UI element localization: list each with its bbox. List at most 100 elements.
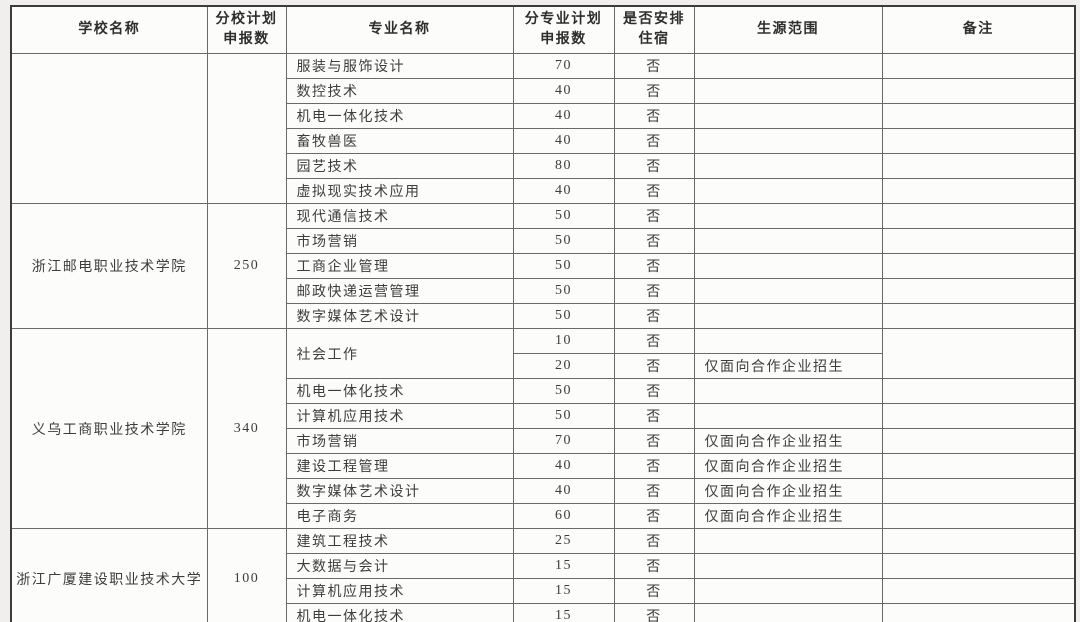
dorm-cell: 否 [613, 178, 695, 204]
scope-cell: 仅面向合作企业招生 [693, 503, 883, 529]
major-plan-cell: 50 [512, 228, 615, 254]
note-cell [881, 553, 1076, 579]
dorm-cell: 否 [613, 503, 695, 529]
note-cell [881, 578, 1076, 604]
scope-cell [693, 178, 883, 204]
scope-cell [693, 578, 883, 604]
note-cell [881, 203, 1076, 229]
note-cell [881, 478, 1076, 504]
major-cell: 畜牧兽医 [285, 128, 514, 154]
scope-cell [693, 378, 883, 404]
scope-cell [693, 153, 883, 179]
major-plan-cell: 15 [512, 553, 615, 579]
major-cell: 机电一体化技术 [285, 103, 514, 129]
table-row: 20 否 仅面向合作企业招生 [11, 353, 1075, 379]
dorm-cell: 否 [613, 103, 695, 129]
table-row: 工商企业管理 50 否 [11, 253, 1076, 279]
dorm-cell: 否 [613, 228, 695, 254]
scope-cell [693, 278, 883, 304]
note-cell [881, 103, 1076, 129]
major-plan-cell: 60 [512, 503, 615, 529]
col-header-scope: 生源范围 [693, 5, 883, 54]
note-cell [881, 603, 1076, 622]
dorm-cell: 否 [613, 278, 695, 304]
major-cell: 工商企业管理 [285, 253, 514, 279]
dorm-cell: 否 [613, 378, 695, 404]
header-line: 申报数 [540, 32, 587, 47]
header-line: 住宿 [638, 32, 670, 47]
major-cell: 虚拟现实技术应用 [285, 178, 514, 204]
major-cell: 机电一体化技术 [285, 378, 514, 404]
major-cell: 服装与服饰设计 [285, 53, 514, 79]
scope-cell [693, 328, 883, 354]
table-row: 义乌工商职业技术学院 340 社会工作 10 否 [10, 328, 1076, 529]
scope-cell: 仅面向合作企业招生 [693, 478, 883, 504]
note-cell [881, 278, 1076, 304]
major-cell: 市场营销 [285, 228, 514, 254]
school-cell: 浙江邮电职业技术学院 [10, 203, 208, 329]
major-plan-cell: 15 [512, 603, 615, 622]
branch-plan-cell: 340 [206, 328, 287, 529]
scope-cell: 仅面向合作企业招生 [693, 428, 883, 454]
scope-cell [693, 203, 883, 229]
major-plan-cell: 40 [512, 103, 615, 129]
dorm-cell: 否 [613, 303, 695, 329]
table-row: 服装与服饰设计 70 否 [10, 53, 1076, 204]
table-row: 计算机应用技术 50 否 [11, 403, 1076, 429]
major-plan-cell: 50 [512, 378, 615, 404]
scope-cell [693, 553, 883, 579]
table-row: 机电一体化技术 40 否 [11, 103, 1076, 129]
major-cell: 数字媒体艺术设计 [285, 303, 514, 329]
scope-cell [693, 303, 883, 329]
note-cell [881, 53, 1076, 79]
header-line: 分专业计划 [524, 11, 603, 27]
note-cell [881, 128, 1076, 154]
dorm-cell: 否 [613, 578, 695, 604]
dorm-cell: 否 [613, 428, 695, 454]
major-plan-cell: 50 [512, 203, 615, 229]
dorm-cell: 否 [613, 128, 695, 154]
note-cell [881, 178, 1076, 204]
header-row: 学校名称 分校计划 申报数 专业名称 分专业计划 申报数 是否安排 住宿 生源范… [10, 5, 1076, 54]
scope-cell: 仅面向合作企业招生 [693, 353, 883, 379]
major-cell: 建设工程管理 [285, 453, 514, 479]
col-header-major: 专业名称 [285, 5, 514, 54]
note-cell [881, 503, 1076, 529]
major-cell: 市场营销 [285, 428, 514, 454]
scope-cell [693, 78, 883, 104]
note-cell [881, 78, 1076, 104]
dorm-cell: 否 [613, 153, 695, 179]
major-plan-cell: 40 [512, 478, 615, 504]
major-cell: 现代通信技术 [285, 203, 514, 229]
scope-cell: 仅面向合作企业招生 [693, 453, 883, 479]
branch-plan-cell: 100 [206, 528, 287, 622]
major-cell: 机电一体化技术 [285, 603, 514, 622]
table-row: 浙江广厦建设职业技术大学 100 建筑工程技术 25 否 [10, 528, 1076, 622]
school-cell: 义乌工商职业技术学院 [10, 328, 208, 529]
table-row: 机电一体化技术 15 否 [11, 603, 1076, 622]
table-row: 计算机应用技术 15 否 [11, 578, 1076, 604]
col-header-dorm: 是否安排 住宿 [613, 5, 695, 54]
major-plan-cell: 50 [512, 303, 615, 329]
major-plan-cell: 40 [512, 128, 615, 154]
major-plan-cell: 50 [512, 278, 615, 304]
scope-cell [693, 103, 883, 129]
table-row: 大数据与会计 15 否 [11, 553, 1076, 579]
dorm-cell: 否 [613, 328, 695, 354]
col-header-branch-plan: 分校计划 申报数 [206, 5, 287, 54]
branch-plan-cell [206, 53, 287, 204]
dorm-cell: 否 [613, 78, 695, 104]
dorm-cell: 否 [613, 478, 695, 504]
major-plan-cell: 10 [512, 328, 615, 354]
note-cell [881, 253, 1076, 279]
major-cell: 计算机应用技术 [285, 403, 514, 429]
major-plan-cell: 50 [512, 253, 615, 279]
major-cell: 数字媒体艺术设计 [285, 478, 514, 504]
table-row: 数字媒体艺术设计 50 否 [11, 303, 1076, 329]
note-cell [881, 528, 1076, 554]
dorm-cell: 否 [613, 603, 695, 622]
scope-cell [693, 403, 883, 429]
school-cell [10, 53, 208, 204]
major-plan-cell: 40 [512, 78, 615, 104]
